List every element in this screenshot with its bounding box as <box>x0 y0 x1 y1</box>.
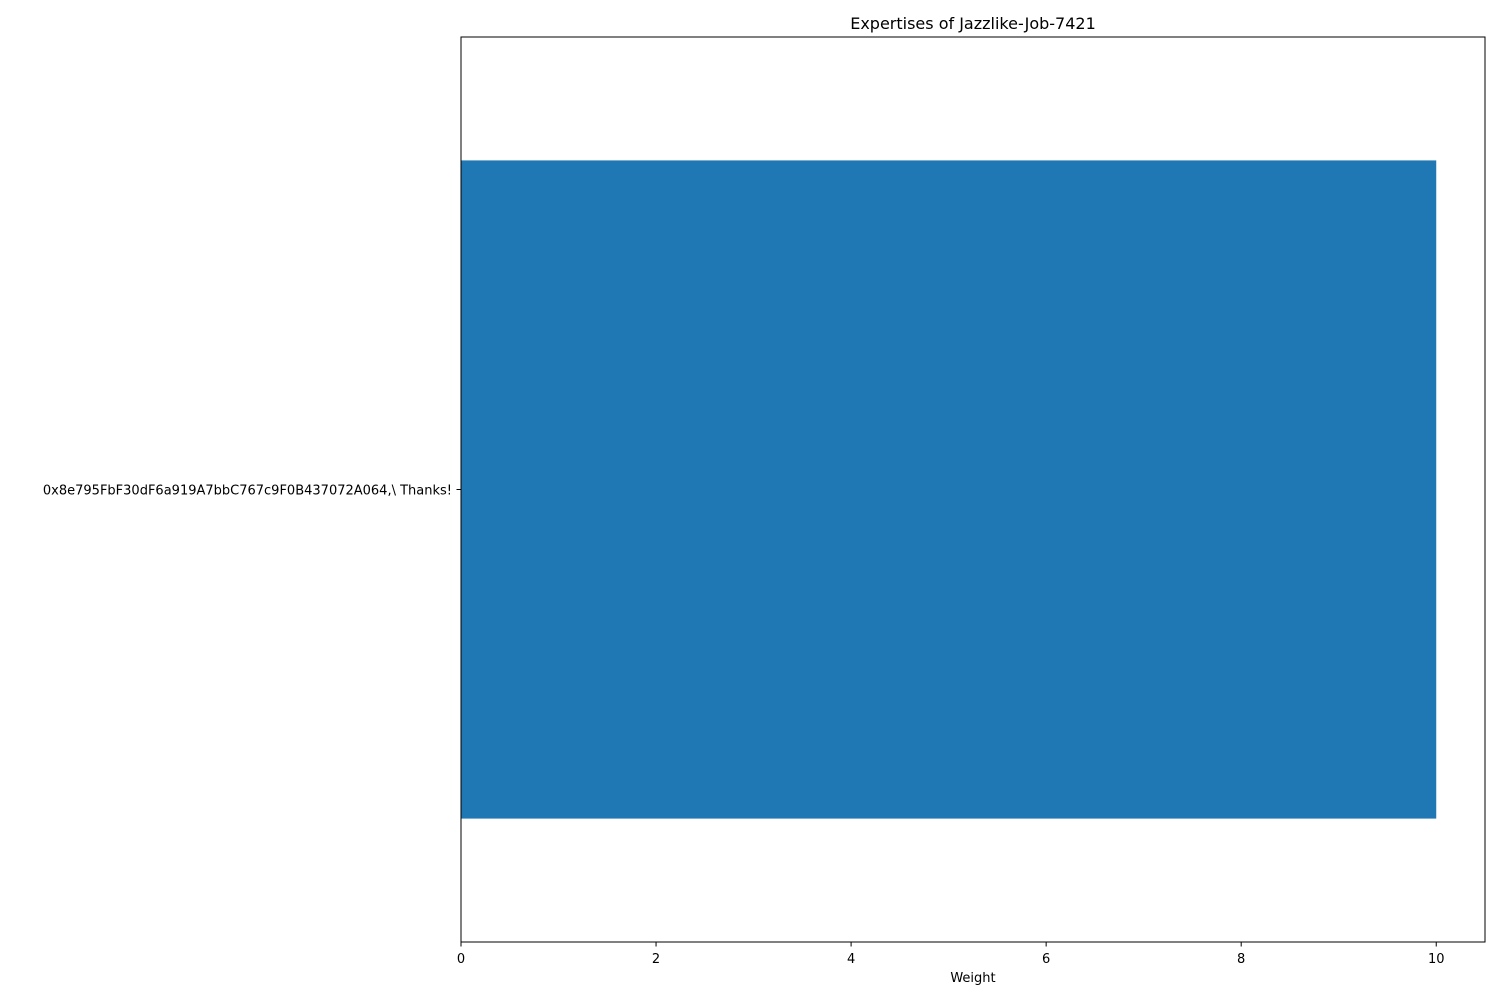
x-tick-label: 4 <box>847 952 855 967</box>
x-tick-label: 10 <box>1428 952 1445 967</box>
x-axis-label: Weight <box>950 971 995 986</box>
plot-frame <box>460 36 1486 943</box>
y-tick-label: 0x8e795FbF30dF6a919A7bbC767c9F0B437072A0… <box>43 484 452 499</box>
bars-group <box>461 160 1437 819</box>
x-tick-label: 6 <box>1042 952 1050 967</box>
y-axis-ticks: 0x8e795FbF30dF6a919A7bbC767c9F0B437072A0… <box>43 484 461 499</box>
x-axis-ticks: 0 2 4 6 8 10 <box>457 942 1445 967</box>
x-tick-label: 2 <box>652 952 660 967</box>
x-tick-label: 8 <box>1237 952 1245 967</box>
chart-title: Expertises of Jazzlike-Job-7421 <box>850 14 1096 33</box>
bar <box>461 160 1437 819</box>
x-tick-label: 0 <box>457 952 465 967</box>
